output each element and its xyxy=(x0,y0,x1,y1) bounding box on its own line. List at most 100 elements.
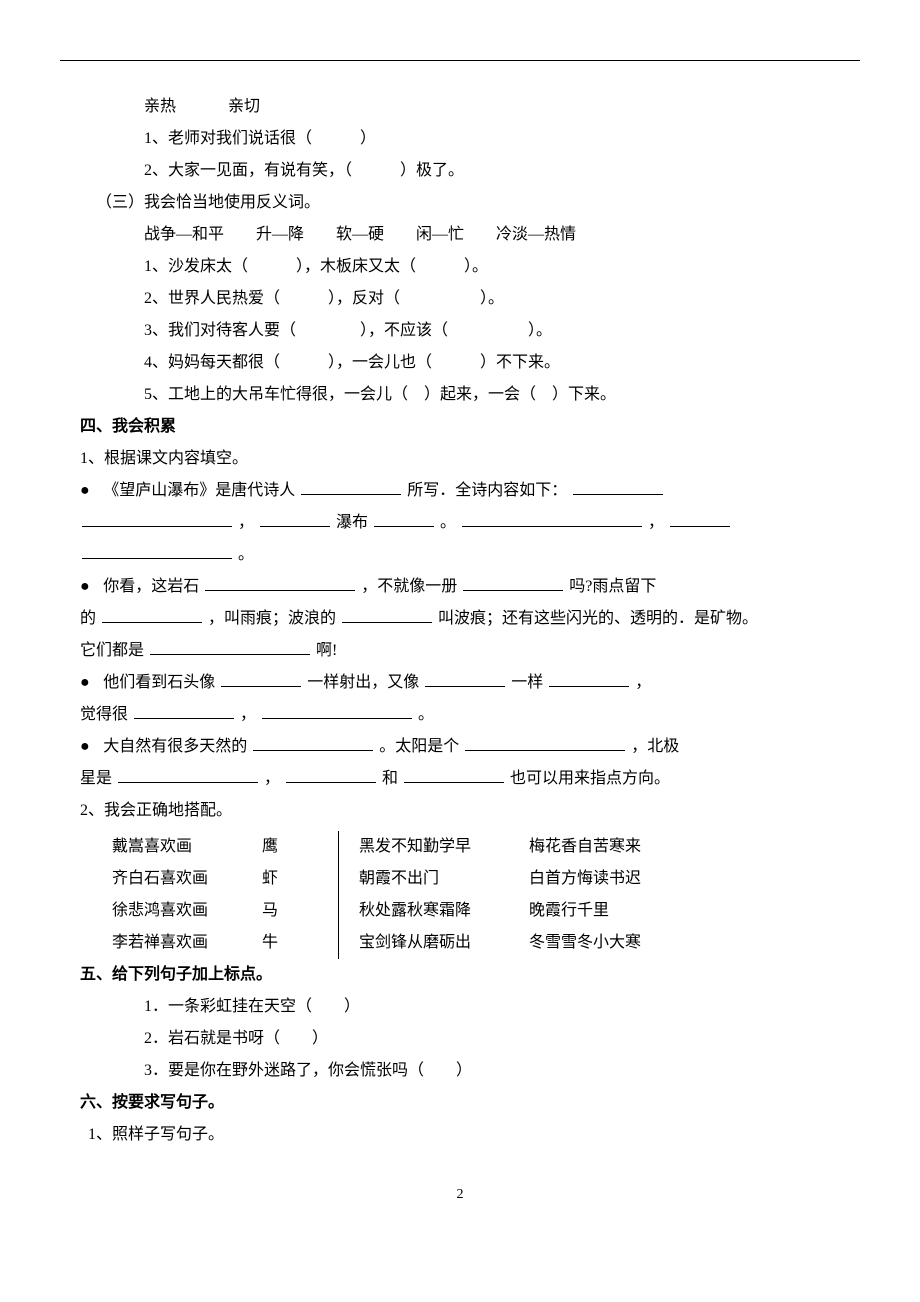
b4d-pre: 星是 xyxy=(80,770,112,787)
blank xyxy=(374,508,434,527)
blank xyxy=(253,732,373,751)
blank xyxy=(404,764,504,783)
b2a: 你看，这岩石 xyxy=(103,578,199,595)
b2f-pre: 它们都是 xyxy=(80,642,144,659)
bullet-1-line3: 。 xyxy=(80,539,840,571)
b3a: 他们看到石头像 xyxy=(103,674,215,691)
b2e: 叫波痕；还有这些闪光的、透明的．是矿物。 xyxy=(438,610,758,627)
poem-right: 梅花香自苦寒来 白首方悔读书迟 晚霞行千里 冬雪雪冬小大寒 xyxy=(529,831,699,959)
list-item: 冬雪雪冬小大寒 xyxy=(529,927,699,959)
list-item: 晚霞行千里 xyxy=(529,895,699,927)
s5-1: 1．一条彩虹挂在天空（ ） xyxy=(80,991,840,1023)
s3-1: 1、沙发床太（ ），木板床又太（ ）。 xyxy=(80,251,840,283)
word-pair: 亲热 亲切 xyxy=(80,91,840,123)
s4-2: 2、我会正确地搭配。 xyxy=(80,795,840,827)
blank xyxy=(549,668,629,687)
b2f: 啊! xyxy=(316,642,337,659)
s3-3: 3、我们对待客人要（ ），不应该（ ）。 xyxy=(80,315,840,347)
b3d: ， xyxy=(635,674,651,691)
blank xyxy=(221,668,301,687)
poem-left: 黑发不知勤学早 朝霞不出门 秋处露秋寒霜降 宝剑锋从磨砺出 xyxy=(359,831,529,959)
b4f: 也可以用来指点方向。 xyxy=(510,770,670,787)
vertical-divider xyxy=(338,831,339,959)
b1g: 。 xyxy=(238,546,254,563)
bullet-2: ● 你看，这岩石 ，不就像一册 吗?雨点留下 xyxy=(80,571,840,603)
b4c: ，北极 xyxy=(631,738,679,755)
list-item: 朝霞不出门 xyxy=(359,863,529,895)
s3-5: 5、工地上的大吊车忙得很，一会儿（ ）起来，一会（ ）下来。 xyxy=(80,379,840,411)
b4b: 。太阳是个 xyxy=(379,738,459,755)
bullet-3: ● 他们看到石头像 一样射出，又像 一样 ， xyxy=(80,667,840,699)
b4d: ， xyxy=(264,770,280,787)
match-left: 戴嵩喜欢画 齐白石喜欢画 徐悲鸿喜欢画 李若禅喜欢画 鹰 虾 马 牛 xyxy=(112,831,328,959)
match-right: 黑发不知勤学早 朝霞不出门 秋处露秋寒霜降 宝剑锋从磨砺出 梅花香自苦寒来 白首… xyxy=(349,831,699,959)
bullet-1-line2: ， 瀑布 。 ， xyxy=(80,507,840,539)
b3c: 一样 xyxy=(511,674,543,691)
heading-5: 五、给下列句子加上标点。 xyxy=(80,959,840,991)
blank xyxy=(82,508,232,527)
blank xyxy=(262,700,412,719)
list-item: 鹰 xyxy=(262,831,312,863)
bullet-2-line3: 它们都是 啊! xyxy=(80,635,840,667)
blank xyxy=(425,668,505,687)
list-item: 马 xyxy=(262,895,312,927)
blank xyxy=(260,508,330,527)
list-item: 秋处露秋寒霜降 xyxy=(359,895,529,927)
q2-2: 2、大家一见面，有说有笑，（ ）极了。 xyxy=(80,155,840,187)
heading-4: 四、我会积累 xyxy=(80,411,840,443)
s4-1: 1、根据课文内容填空。 xyxy=(80,443,840,475)
blank xyxy=(205,572,355,591)
s3-2: 2、世界人民热爱（ ），反对（ ）。 xyxy=(80,283,840,315)
top-divider xyxy=(60,60,860,61)
heading-6: 六、按要求写句子。 xyxy=(80,1087,840,1119)
bullet-4: ● 大自然有很多天然的 。太阳是个 ，北极 xyxy=(80,731,840,763)
blank xyxy=(342,604,432,623)
list-item: 宝剑锋从磨砺出 xyxy=(359,927,529,959)
blank xyxy=(150,636,310,655)
blank xyxy=(670,508,730,527)
bullet-icon: ● xyxy=(80,571,99,603)
blank xyxy=(286,764,376,783)
b1a: 《望庐山瀑布》是唐代诗人 xyxy=(103,482,295,499)
word2: 亲切 xyxy=(228,98,260,115)
bullet-icon: ● xyxy=(80,731,99,763)
b1c: ， xyxy=(238,514,254,531)
list-item: 虾 xyxy=(262,863,312,895)
list-item: 牛 xyxy=(262,927,312,959)
match-answers: 鹰 虾 马 牛 xyxy=(262,831,312,959)
b1b: 所写．全诗内容如下： xyxy=(407,482,567,499)
blank xyxy=(573,476,663,495)
b2d: ，叫雨痕；波浪的 xyxy=(208,610,336,627)
list-item: 李若禅喜欢画 xyxy=(112,927,262,959)
s5-2: 2．岩石就是书呀（ ） xyxy=(80,1023,840,1055)
b4a: 大自然有很多天然的 xyxy=(103,738,247,755)
bullet-2-line2: 的 ，叫雨痕；波浪的 叫波痕；还有这些闪光的、透明的．是矿物。 xyxy=(80,603,840,635)
antonym-pairs: 战争—和平 升—降 软—硬 闲—忙 冷淡—热情 xyxy=(80,219,840,251)
b2d-pre: 的 xyxy=(80,610,96,627)
bullet-icon: ● xyxy=(80,667,99,699)
matching-block: 戴嵩喜欢画 齐白石喜欢画 徐悲鸿喜欢画 李若禅喜欢画 鹰 虾 马 牛 黑发不知勤… xyxy=(112,831,840,959)
word1: 亲热 xyxy=(144,98,176,115)
blank xyxy=(462,508,642,527)
section-3-title: （三）我会恰当地使用反义词。 xyxy=(80,187,840,219)
blank xyxy=(134,700,234,719)
list-item: 白首方悔读书迟 xyxy=(529,863,699,895)
b3e-pre: 觉得很 xyxy=(80,706,128,723)
bullet-4-line2: 星是 ， 和 也可以用来指点方向。 xyxy=(80,763,840,795)
blank xyxy=(465,732,625,751)
s3-4: 4、妈妈每天都很（ ），一会儿也（ ）不下来。 xyxy=(80,347,840,379)
b2c: 吗?雨点留下 xyxy=(569,578,656,595)
s6-1: 1、照样子写句子。 xyxy=(80,1119,840,1151)
bullet-3-line2: 觉得很 ， 。 xyxy=(80,699,840,731)
q2-1: 1、老师对我们说话很（ ） xyxy=(80,123,840,155)
list-item: 齐白石喜欢画 xyxy=(112,863,262,895)
bullet-icon: ● xyxy=(80,475,99,507)
blank xyxy=(301,476,401,495)
blank xyxy=(463,572,563,591)
list-item: 戴嵩喜欢画 xyxy=(112,831,262,863)
list-item: 黑发不知勤学早 xyxy=(359,831,529,863)
b1e: 。 xyxy=(440,514,456,531)
page-number: 2 xyxy=(80,1181,840,1209)
blank xyxy=(82,540,232,559)
blank xyxy=(102,604,202,623)
